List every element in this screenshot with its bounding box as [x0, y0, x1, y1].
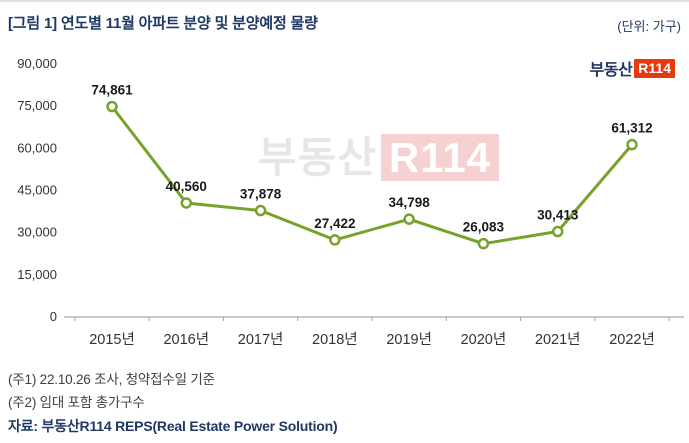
- x-category-label: 2017년: [238, 331, 284, 348]
- y-tick-label: 30,000: [17, 225, 57, 240]
- data-point: [106, 100, 118, 113]
- data-label: 61,312: [611, 121, 652, 136]
- data-label: 40,560: [166, 179, 207, 194]
- y-tick-label: 45,000: [17, 183, 57, 198]
- data-label: 27,422: [314, 216, 355, 231]
- brand-logo: 부동산 R114: [590, 56, 675, 80]
- footnote-1: (주1) 22.10.26 조사, 청약접수일 기준: [8, 372, 215, 387]
- x-category-label: 2019년: [386, 331, 432, 348]
- data-label: 74,861: [91, 83, 133, 98]
- y-tick-label: 75,000: [17, 98, 57, 113]
- x-category-label: 2020년: [461, 331, 507, 348]
- brand-logo-mark: R114: [634, 58, 675, 78]
- data-point: [551, 225, 564, 238]
- data-label: 34,798: [388, 195, 430, 210]
- unit-label: (단위: 가구): [617, 19, 681, 34]
- y-tick-label: 0: [50, 309, 57, 324]
- brand-logo-text: 부동산: [589, 62, 633, 79]
- data-point: [477, 237, 490, 250]
- x-category-label: 2015년: [89, 331, 135, 348]
- y-tick-label: 60,000: [17, 140, 57, 155]
- footnotes: (주1) 22.10.26 조사, 청약접수일 기준 (주2) 임대 포함 총가…: [8, 368, 338, 438]
- footnote-2: (주2) 임대 포함 총가구수: [8, 395, 145, 410]
- data-label: 37,878: [240, 187, 282, 202]
- data-point: [403, 213, 415, 225]
- data-point: [626, 138, 638, 151]
- data-point: [180, 197, 193, 209]
- data-line: [110, 105, 634, 246]
- data-label: 30,413: [537, 208, 579, 223]
- data-point: [254, 204, 267, 217]
- x-category-label: 2018년: [312, 331, 358, 348]
- line-chart: 0 15,000 30,000 45,000 60,000 75,000 90,000 74,…: [17, 56, 684, 348]
- source-line: 자료: 부동산R114 REPS(Real Estate Power Solut…: [8, 418, 338, 434]
- y-tick-label: 90,000: [17, 56, 57, 71]
- data-point: [329, 234, 341, 246]
- x-category-label: 2022년: [609, 331, 655, 348]
- data-label: 26,083: [463, 220, 505, 235]
- x-category-label: 2021년: [535, 331, 581, 348]
- figure-title: [그림 1] 연도별 11월 아파트 분양 및 분양예정 물량: [8, 15, 318, 32]
- x-category-label: 2016년: [163, 331, 209, 348]
- y-tick-label: 15,000: [17, 267, 57, 282]
